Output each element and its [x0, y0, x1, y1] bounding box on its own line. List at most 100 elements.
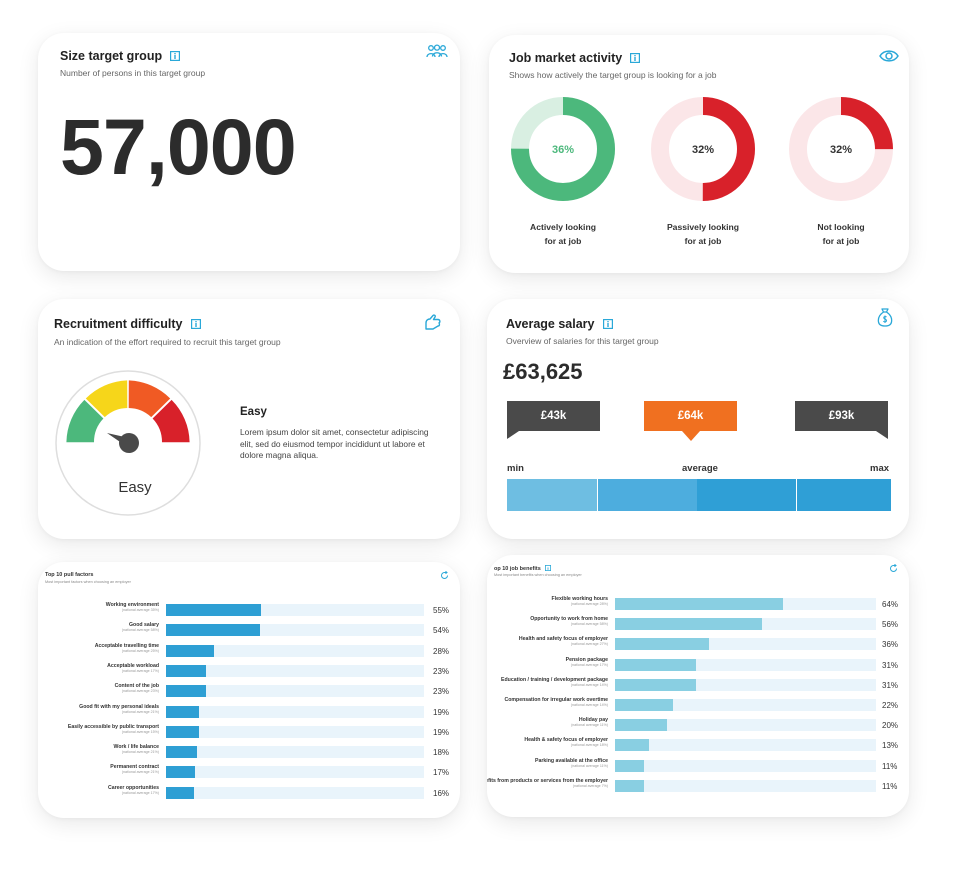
- bar-row-percent: 23%: [433, 666, 450, 676]
- salary-min-label: min: [507, 463, 524, 474]
- bar-row-note: (national average 25%): [121, 648, 159, 653]
- pull-factors-card: Top 10 pull factors Most important facto…: [38, 562, 460, 818]
- gauge-segment-red: [152, 399, 190, 443]
- bar-fill: [615, 719, 668, 732]
- bar-row-label-text: Flexible working hours: [551, 596, 609, 602]
- salary-range-bar: [507, 479, 891, 511]
- job-market-activity-card: Job market activity Shows how actively t…: [489, 35, 909, 273]
- donut-fill: [651, 97, 755, 201]
- bar-row-label: Easily accessible by public transport (na…: [68, 724, 159, 735]
- card-title-size: Size target group: [60, 49, 181, 63]
- bar-row-note: (national average 21%): [121, 770, 159, 775]
- bar-row-label: Education / training / development packa…: [501, 677, 608, 688]
- bar-row-label-text: Health & safety focus of employer: [524, 737, 608, 744]
- donut-caption: Actively looking for at job: [530, 222, 596, 246]
- salary-max-label: max: [870, 463, 890, 474]
- info-icon[interactable]: [544, 565, 551, 571]
- bar-row-percent: 11%: [882, 761, 898, 771]
- bar-track: [166, 725, 424, 738]
- bar-row-label-text: Holiday pay: [578, 717, 608, 724]
- money-bag-icon: [877, 308, 893, 327]
- bar-fill: [615, 638, 710, 651]
- bar-track: [615, 638, 876, 651]
- target-group-size-value: 57,000: [60, 102, 297, 191]
- bar-track: [166, 786, 424, 799]
- bar-fill: [615, 678, 697, 691]
- pull-factors-subtitle: Most important factors when choosing an …: [45, 580, 131, 584]
- bar-row-percent: 22%: [882, 701, 899, 710]
- recruitment-difficulty-card: Recruitment difficulty An indication of …: [38, 299, 460, 539]
- donut-percent: 32%: [830, 144, 852, 156]
- bar-row-note: (national average 14%): [570, 682, 608, 687]
- bar-row-percent: 19%: [433, 727, 450, 737]
- card-subtitle-difficulty: An indication of the effort required to …: [54, 337, 281, 347]
- info-icon[interactable]: [630, 53, 641, 63]
- bar-row-note: (national average 18%): [570, 743, 608, 748]
- bar-row-percent: 36%: [882, 640, 899, 650]
- bar-row-note: (national average 35%): [121, 608, 159, 612]
- bar-row-percent: 11%: [882, 781, 898, 791]
- bar-track: [166, 705, 424, 718]
- bar-fill: [166, 766, 196, 779]
- info-icon[interactable]: [170, 51, 181, 61]
- bar-row-note: (national average 58%): [570, 622, 608, 627]
- salary-range-seg-3: [697, 479, 796, 511]
- bar-row-note: (national average 14%): [570, 703, 608, 707]
- bar-row-percent: 20%: [882, 721, 899, 731]
- people-icon: [426, 44, 448, 58]
- difficulty-gauge: Easy: [55, 370, 201, 516]
- bar-row-label: Compensation for irregular work overtime…: [505, 697, 608, 708]
- bar-track: [615, 658, 876, 671]
- card-title-difficulty: Recruitment difficulty: [54, 317, 201, 331]
- bar-row-note: (national average 11%): [571, 723, 608, 728]
- bar-row-percent: 16%: [433, 788, 450, 798]
- bar-row-note: (national average 15%): [121, 729, 159, 734]
- bar-track: [615, 739, 876, 752]
- gauge-segment-yellow: [85, 380, 128, 418]
- bar-row-label: Permanent contract (national average 21%): [110, 764, 159, 775]
- bar-row-note: (national average 11%): [571, 763, 608, 768]
- bar-fill: [615, 779, 644, 792]
- info-icon[interactable]: [190, 319, 201, 329]
- bar-row-note: (national average 28%): [570, 602, 608, 606]
- donut-2: 32% Passively looking for at job: [649, 95, 757, 248]
- salary-range-seg-2: [598, 479, 697, 511]
- donut-percent: 32%: [692, 144, 714, 156]
- bar-row-label: Content of the job (national average 23%): [115, 683, 159, 694]
- salary-min-value: £43k: [507, 401, 600, 431]
- bar-row-percent: 13%: [882, 741, 899, 751]
- bar-row-label: Good salary (national average 58%): [122, 622, 159, 633]
- bar-fill: [166, 786, 194, 799]
- difficulty-title-text: Recruitment difficulty: [54, 317, 183, 331]
- hand-icon: [425, 314, 441, 330]
- refresh-icon[interactable]: [440, 571, 449, 580]
- difficulty-description: Lorem ipsum dolor sit amet, consectetur …: [240, 427, 429, 460]
- bar-fill: [166, 725, 199, 738]
- bar-row-label-text: Opportunity to work from home: [530, 616, 608, 623]
- bar-row-note: (national average 17%): [121, 668, 159, 673]
- donut-1: 36% Actively looking for at job: [509, 95, 617, 248]
- bar-track: [615, 699, 876, 711]
- bar-track: [166, 664, 424, 677]
- salary-range-seg-4: [797, 479, 891, 511]
- bar-fill: [166, 685, 206, 698]
- bar-track: [166, 746, 424, 759]
- bar-row-note: (national average 21%): [121, 709, 159, 714]
- bar-track: [615, 779, 876, 792]
- refresh-icon[interactable]: [889, 564, 898, 573]
- salary-avg-tag: £64k: [644, 401, 737, 441]
- info-icon[interactable]: [602, 319, 613, 329]
- bar-track: [166, 604, 424, 616]
- bar-fill: [166, 624, 260, 637]
- donut-chart: 32%: [789, 97, 893, 201]
- bar-row-label: Acceptable workload (national average 17%…: [107, 663, 159, 674]
- salary-range-seg-1: [507, 479, 597, 511]
- donut-caption: Passively looking for at job: [666, 222, 740, 246]
- donut-fill: [789, 97, 893, 201]
- bar-row-note: (national average 23%): [121, 689, 159, 694]
- bar-track: [615, 618, 876, 631]
- min-tag-pointer: [507, 431, 519, 439]
- donut-3: 32% Not looking for at job: [787, 95, 895, 248]
- bar-row-label: Pension package (national average 17%): [566, 657, 608, 668]
- gauge-hub: [119, 433, 139, 453]
